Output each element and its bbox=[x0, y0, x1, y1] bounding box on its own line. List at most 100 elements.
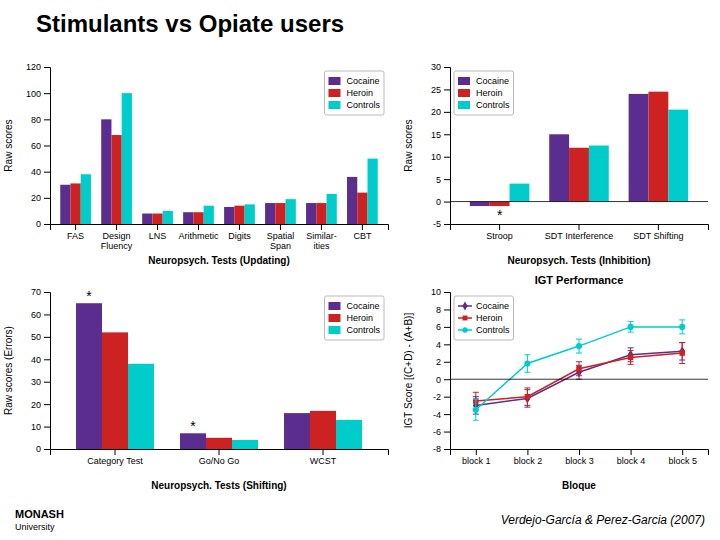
x-tick-label: block 2 bbox=[514, 456, 543, 466]
y-tick-label: -5 bbox=[433, 219, 441, 229]
y-tick: 0 bbox=[36, 219, 50, 229]
y-axis-line bbox=[44, 68, 51, 225]
x-tick: SpatialSpan bbox=[267, 224, 295, 251]
x-axis: FASDesignFluencyLNSArithmeticDigitsSpati… bbox=[51, 224, 389, 251]
legend-label: Cocaine bbox=[476, 301, 509, 311]
page-title: Stimulants vs Opiate users bbox=[36, 10, 344, 37]
point bbox=[524, 360, 530, 366]
legend-item: Heroin bbox=[458, 313, 503, 323]
bar bbox=[357, 193, 367, 224]
x-tick-label-line: WCST bbox=[310, 456, 337, 466]
zero-line bbox=[450, 201, 708, 202]
point bbox=[576, 343, 582, 349]
bar bbox=[245, 204, 255, 224]
y-tick-mark bbox=[44, 337, 50, 338]
error-bar bbox=[473, 399, 479, 420]
bar bbox=[70, 183, 80, 224]
y-tick: 40 bbox=[31, 167, 50, 177]
y-tick: 30 bbox=[431, 62, 450, 72]
x-tick-label-line: block 4 bbox=[617, 456, 646, 466]
x-tick-label-line: Go/No Go bbox=[199, 456, 240, 466]
y-tick: 10 bbox=[431, 152, 450, 162]
x-tick-label: block 1 bbox=[462, 456, 491, 466]
y-tick-mark bbox=[444, 362, 450, 363]
y-tick-mark bbox=[44, 93, 50, 94]
legend-box bbox=[324, 71, 384, 115]
y-tick: -2 bbox=[433, 392, 450, 402]
legend-label: Cocaine bbox=[346, 301, 379, 311]
y-tick-label: -2 bbox=[433, 392, 441, 402]
y-tick: 20 bbox=[431, 107, 450, 117]
bar bbox=[490, 202, 510, 206]
y-axis-line bbox=[44, 293, 51, 450]
x-tick: block 2 bbox=[514, 449, 543, 466]
y-tick-mark bbox=[444, 292, 450, 293]
y-tick-mark bbox=[444, 89, 450, 90]
bar bbox=[152, 214, 162, 224]
legend-label: Controls bbox=[346, 325, 380, 335]
x-tick-label-line: Design bbox=[103, 231, 131, 241]
y-tick-mark bbox=[444, 67, 450, 68]
y-tick-label: 70 bbox=[31, 287, 41, 297]
y-tick-mark bbox=[444, 202, 450, 203]
bar bbox=[668, 110, 688, 202]
x-axis-line bbox=[451, 450, 709, 456]
y-tick-label: 30 bbox=[431, 62, 441, 72]
y-tick: -4 bbox=[433, 409, 450, 419]
bar bbox=[122, 93, 132, 224]
y-tick: -6 bbox=[433, 427, 450, 437]
bar bbox=[265, 203, 275, 224]
x-tick-label: SDT Shifting bbox=[633, 231, 683, 241]
y-tick-mark bbox=[44, 119, 50, 120]
point bbox=[525, 394, 530, 399]
bar bbox=[204, 206, 214, 224]
bar bbox=[286, 199, 296, 224]
x-tick-label: Arithmetic bbox=[179, 231, 220, 241]
bar bbox=[180, 433, 206, 449]
legend-swatch bbox=[458, 101, 470, 109]
legend-swatch bbox=[328, 89, 340, 97]
legend-label: Cocaine bbox=[346, 76, 379, 86]
x-tick-label-line: Category Test bbox=[87, 456, 143, 466]
y-tick-mark bbox=[444, 344, 450, 345]
x-tick-mark bbox=[219, 449, 220, 455]
panel: 010203040506070Category TestGo/No GoWCST… bbox=[3, 287, 389, 491]
y-tick-label: 20 bbox=[31, 193, 41, 203]
y-axis: -8-6-4-20246810 bbox=[431, 287, 451, 454]
point bbox=[628, 324, 634, 330]
y-tick-label: -8 bbox=[433, 444, 441, 454]
legend-marker bbox=[462, 327, 468, 333]
point bbox=[628, 355, 633, 360]
y-tick: 70 bbox=[31, 287, 50, 297]
x-tick-mark bbox=[323, 449, 324, 455]
x-tick-mark bbox=[157, 224, 158, 230]
y-tick-mark bbox=[444, 379, 450, 380]
legend-swatch bbox=[328, 314, 340, 322]
bar bbox=[193, 212, 203, 224]
y-tick-label: 80 bbox=[31, 115, 41, 125]
y-tick-label: 20 bbox=[431, 107, 441, 117]
x-tick: block 3 bbox=[565, 449, 594, 466]
x-tick-label: Go/No Go bbox=[199, 456, 240, 466]
x-tick-mark bbox=[362, 224, 363, 230]
bar bbox=[569, 148, 589, 202]
legend-item: Cocaine bbox=[328, 76, 379, 86]
bar bbox=[232, 440, 258, 449]
x-tick-label-line: Arithmetic bbox=[179, 231, 220, 241]
bar bbox=[142, 214, 152, 224]
y-tick: 25 bbox=[431, 85, 450, 95]
chart-page: Stimulants vs Opiate users Verdejo-García… bbox=[0, 0, 720, 540]
x-tick: SDT Interference bbox=[545, 224, 613, 241]
annotation: * bbox=[190, 418, 196, 434]
x-tick-label-line: block 5 bbox=[668, 456, 697, 466]
x-tick-mark bbox=[116, 224, 117, 230]
legend-box bbox=[454, 71, 514, 115]
y-tick: 80 bbox=[31, 115, 50, 125]
y-tick-mark bbox=[444, 449, 450, 450]
legend-swatch bbox=[328, 77, 340, 85]
y-tick-mark bbox=[444, 327, 450, 328]
footer-text: Verdejo-García & Perez-Garcia (2007) bbox=[501, 513, 705, 527]
x-tick-mark bbox=[198, 224, 199, 230]
x-tick-mark bbox=[579, 224, 580, 230]
y-tick: 60 bbox=[31, 141, 50, 151]
